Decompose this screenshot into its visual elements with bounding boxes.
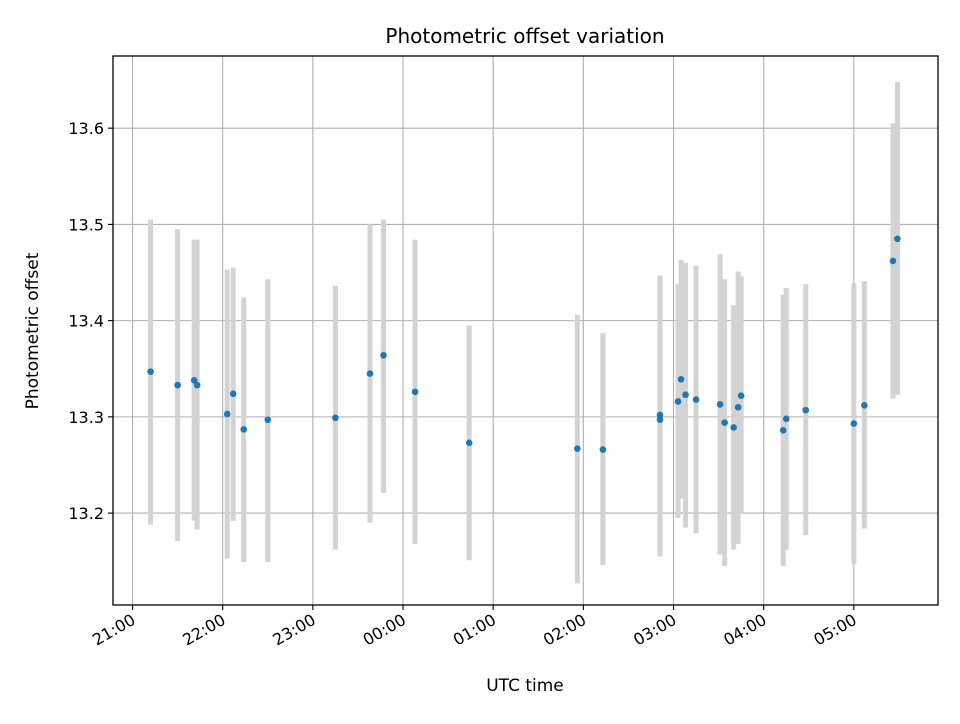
data-point (264, 416, 272, 424)
data-point (240, 426, 248, 433)
data-point (894, 235, 901, 243)
data-point (599, 446, 607, 453)
y-tick-label: 13.4 (68, 312, 104, 331)
data-point (861, 402, 868, 409)
data-point (332, 414, 339, 422)
y-tick-label: 13.6 (68, 119, 104, 138)
data-point (656, 416, 664, 424)
y-tick-label: 13.5 (68, 215, 104, 234)
data-points (147, 235, 901, 453)
data-point (802, 406, 810, 414)
y-tick-label: 13.3 (68, 408, 104, 427)
data-point (850, 420, 858, 427)
data-point (779, 427, 787, 434)
plot-frame (112, 55, 939, 606)
data-point (380, 351, 387, 359)
data-point (229, 390, 237, 398)
data-point (190, 376, 198, 384)
y-tick-label: 13.2 (68, 504, 104, 523)
data-point (737, 392, 745, 399)
data-point (465, 439, 473, 447)
data-point (889, 257, 897, 265)
x-axis-label: UTC time (486, 676, 564, 696)
data-point (656, 411, 664, 419)
chart-title: Photometric offset variation (385, 24, 664, 48)
data-point (730, 424, 737, 431)
data-point (193, 381, 201, 389)
data-point (716, 401, 724, 408)
data-point (147, 368, 154, 375)
data-point (682, 391, 689, 399)
data-point (411, 388, 419, 396)
y-axis-label: Photometric offset (23, 252, 43, 409)
data-point (692, 396, 700, 403)
data-point (677, 376, 685, 383)
data-point (721, 419, 728, 426)
data-point (366, 370, 374, 377)
data-point (734, 403, 742, 411)
grid (113, 56, 938, 605)
data-point (782, 415, 790, 423)
data-point (223, 410, 231, 418)
data-point (174, 381, 181, 389)
data-point (674, 398, 682, 405)
data-point (574, 445, 581, 452)
